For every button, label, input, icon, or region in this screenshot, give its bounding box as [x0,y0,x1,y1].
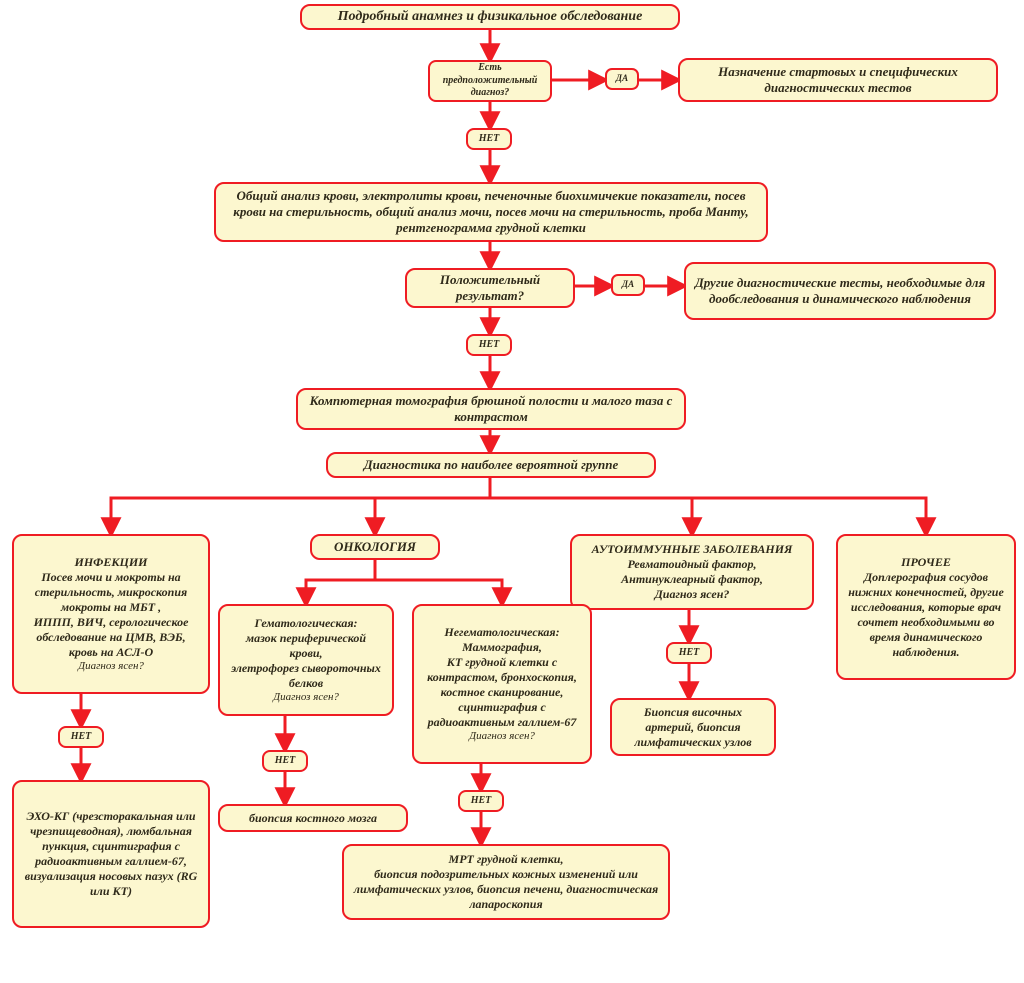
node-other-line-0: ПРОЧЕЕ [846,555,1006,570]
node-net2: НЕТ [466,334,512,356]
node-hem-question: Диагноз ясен? [228,691,384,705]
node-inf-line-1: Посев мочи и мокроты на стерильность, ми… [22,570,200,615]
node-n4: Общий анализ крови, электролиты крови, п… [214,182,768,242]
node-auto: АУТОИММУННЫЕ ЗАБОЛЕВАНИЯРевматоидный фак… [570,534,814,610]
node-nhem2: МРТ грудной клетки,биопсия подозрительны… [342,844,670,920]
node-auto2-line-0: Биопсия височных артерий, биопсия лимфат… [620,705,766,750]
node-hem2: биопсия костного мозга [218,804,408,832]
node-net_auto: НЕТ [666,642,712,664]
edge-split-inf [111,498,490,534]
node-auto-line-2: Диагноз ясен? [580,587,804,602]
node-n7: Компютерная томография брюшной полости и… [296,388,686,430]
node-inf-line-2: ИППП, ВИЧ, серологическое обследование н… [22,615,200,660]
node-da2: ДА [611,274,645,296]
node-auto2: Биопсия височных артерий, биопсия лимфат… [610,698,776,756]
node-net_inf: НЕТ [58,726,104,748]
node-hem-line-0: Гематологическая: [228,616,384,631]
node-inf-question: Диагноз ясен? [22,660,200,674]
node-nhem: Негематологическая:Маммография,КТ грудно… [412,604,592,764]
edge-osplit-nhem [375,580,502,604]
node-other: ПРОЧЕЕДоплерография сосудов нижних конеч… [836,534,1016,680]
node-net_nhem: НЕТ [458,790,504,812]
node-onk: ОНКОЛОГИЯ [310,534,440,560]
edge-split-auto [490,498,692,534]
node-nhem-line-1: Маммография, [422,640,582,655]
node-nhem-line-0: Негематологическая: [422,625,582,640]
node-net_hem: НЕТ [262,750,308,772]
node-inf-line-0: ИНФЕКЦИИ [22,555,200,570]
node-inf2-line-0: ЭХО-КГ (чрезсторакальная или чрезпищевод… [22,809,200,899]
node-nhem-question: Диагноз ясен? [422,730,582,744]
edge-split-onk [375,498,490,534]
node-n1: Подробный анамнез и физикальное обследов… [300,4,680,30]
node-nhem2-line-1: биопсия подозрительных кожных изменений … [352,867,660,912]
node-inf: ИНФЕКЦИИПосев мочи и мокроты на стерильн… [12,534,210,694]
node-other-line-1: Доплерография сосудов нижних конечностей… [846,570,1006,660]
node-n8: Диагностика по наиболее вероятной группе [326,452,656,478]
edge-split-other [490,498,926,534]
edge-osplit-hem [306,580,375,604]
node-auto-line-0: АУТОИММУННЫЕ ЗАБОЛЕВАНИЯ [580,542,804,557]
node-n6: Другие диагностические тесты, необходимы… [684,262,996,320]
node-hem-line-2: элетрофорез сывороточных белков [228,661,384,691]
node-n2: Есть предположительный диагноз? [428,60,552,102]
node-n5: Положительный результат? [405,268,575,308]
node-hem: Гематологическая:мазок периферической кр… [218,604,394,716]
node-inf2: ЭХО-КГ (чрезсторакальная или чрезпищевод… [12,780,210,928]
node-auto-line-1: Ревматоидный фактор, Антинуклеарный факт… [580,557,804,587]
node-n3: Назначение стартовых и специфических диа… [678,58,998,102]
node-nhem2-line-0: МРТ грудной клетки, [352,852,660,867]
node-nhem-line-2: КТ грудной клетки с контрастом, бронхоск… [422,655,582,730]
node-hem-line-1: мазок периферической крови, [228,631,384,661]
node-net1: НЕТ [466,128,512,150]
node-da1: ДА [605,68,639,90]
